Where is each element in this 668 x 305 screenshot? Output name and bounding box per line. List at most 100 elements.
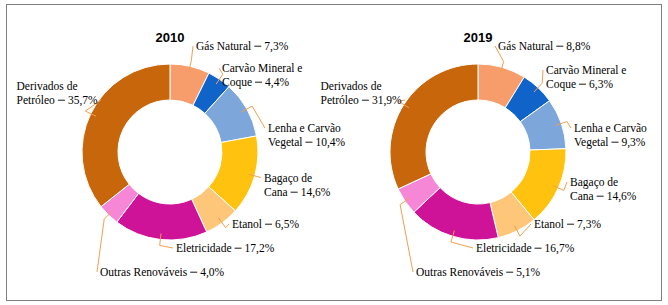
chart-title: 2010	[156, 30, 185, 45]
category-label: Carvão Mineral e Coque	[546, 64, 626, 91]
label-separator	[506, 272, 513, 273]
data-label: Bagaço deCana14,6%	[570, 176, 637, 203]
label-separator	[255, 82, 262, 83]
category-label-line: Cana	[264, 186, 288, 198]
category-label-line: Etanol	[534, 218, 564, 230]
category-label: Etanol	[232, 218, 262, 230]
label-separator	[579, 84, 586, 85]
label-separator	[567, 224, 574, 225]
category-label-line: Vegetal	[574, 136, 608, 149]
category-label: Gás Natural	[498, 40, 553, 52]
data-label: Bagaço deCana 14,6%	[264, 172, 331, 199]
category-label-line: Vegetal	[268, 136, 302, 149]
category-label-line: Bagaço de	[264, 172, 312, 185]
category-label-line: Derivados de	[17, 80, 78, 92]
data-label: Lenha e Carvão Vegetal 10,4%	[268, 122, 346, 149]
label-separator	[597, 196, 604, 197]
value-label: 17,2%	[245, 242, 275, 255]
label-separator	[611, 142, 618, 143]
label-separator	[254, 46, 261, 47]
leader-line	[189, 46, 193, 72]
value-label: 6,5%	[275, 218, 299, 231]
category-label-line: Coque	[546, 78, 576, 91]
slice	[520, 101, 566, 150]
category-label-line: Gás Natural	[196, 40, 251, 52]
category-label-line: Outras Renováveis	[416, 266, 504, 278]
data-label: Eletricidade 16,7%	[476, 242, 575, 255]
category-label-line: Coque	[222, 76, 252, 89]
category-label-line: Outras Renováveis	[100, 266, 188, 278]
data-label: Carvão Mineral e Coque 6,3%	[546, 64, 626, 91]
data-label: Etanol 6,5%	[232, 218, 299, 231]
data-label: Derivados de Petróleo 35,7%	[17, 80, 98, 107]
leader-line	[534, 70, 543, 92]
category-label: Outras Renováveis	[416, 266, 504, 278]
value-label: 35,7%	[68, 94, 98, 107]
category-label-line: Lenha e Carvão	[268, 122, 341, 134]
value-label: 31,9%	[372, 94, 402, 107]
category-label-line: Eletricidade	[176, 242, 232, 254]
value-label: 9,3%	[621, 136, 645, 149]
label-separator	[235, 248, 242, 249]
data-label: Lenha e Carvão Vegetal 9,3%	[574, 122, 647, 149]
leader-line	[97, 211, 113, 272]
category-label-line: Lenha e Carvão	[574, 122, 647, 134]
leader-line	[160, 234, 173, 248]
value-label: 4,4%	[265, 76, 289, 89]
data-label: Gás Natural7,3%	[196, 40, 289, 53]
data-label: Eletricidade 17,2%	[176, 242, 275, 255]
category-label-line: Gás Natural	[498, 40, 553, 52]
data-label: Outras Renováveis 4,0%	[100, 266, 225, 279]
label-separator	[190, 272, 197, 273]
data-labels: Gás Natural7,3% Carvão Mineral eCoque4,4%…	[17, 40, 346, 279]
data-label: Derivados de Petróleo 31,9%	[321, 80, 402, 107]
label-separator	[265, 224, 272, 225]
category-label-line: Eletricidade	[476, 242, 532, 254]
leader-line	[249, 174, 261, 178]
value-label: 16,7%	[545, 242, 575, 255]
category-label-line: Etanol	[232, 218, 262, 230]
label-separator	[535, 248, 542, 249]
label-separator	[305, 142, 312, 143]
value-label: 14,6%	[607, 190, 637, 203]
category-label: Etanol	[534, 218, 564, 230]
category-label-line: Petróleo	[321, 94, 360, 106]
category-label: Eletricidade	[476, 242, 532, 254]
category-label: Outras Renováveis	[100, 266, 188, 278]
category-label-line: Carvão Mineral e	[546, 64, 626, 76]
value-label: 4,0%	[200, 266, 224, 279]
data-labels: Gás Natural 8,8% Carvão Mineral e Coque 6,3%…	[321, 40, 647, 279]
leader-line	[400, 198, 413, 272]
chart-title: 2019	[464, 30, 493, 45]
slices	[390, 64, 566, 240]
chart-canvas: 2010Gás Natural7,3%Carvão Mineral eCoque…	[0, 0, 668, 305]
frame	[7, 5, 662, 301]
leader-line	[242, 106, 265, 128]
data-label: Outras Renováveis 5,1%	[416, 266, 541, 279]
value-label: 5,1%	[516, 266, 540, 279]
category-label-line: Petróleo	[17, 94, 56, 106]
value-label: 7,3%	[577, 218, 601, 231]
category-label: Eletricidade	[176, 242, 232, 254]
label-separator	[58, 100, 65, 101]
label-separator	[291, 192, 298, 193]
slice	[205, 87, 257, 143]
leader-lines	[85, 46, 265, 272]
value-label: 14,6%	[301, 186, 331, 199]
data-label: Carvão Mineral eCoque4,4%	[222, 62, 302, 89]
value-label: 8,8%	[566, 40, 590, 53]
category-label-line: Derivados de	[321, 80, 382, 92]
slices	[82, 64, 258, 240]
leader-line	[219, 218, 229, 228]
value-label: 10,4%	[315, 136, 345, 149]
leader-line	[556, 122, 571, 128]
donut-chart: 2019	[390, 30, 571, 272]
label-separator	[362, 100, 369, 101]
slice	[82, 64, 170, 207]
category-label-line: Bagaço de	[570, 176, 618, 189]
data-label: Etanol 7,3%	[534, 218, 601, 231]
category-label: Carvão Mineral eCoque	[222, 62, 302, 89]
value-label: 6,3%	[589, 78, 613, 91]
leader-line	[553, 182, 567, 190]
data-label: Gás Natural 8,8%	[498, 40, 591, 53]
